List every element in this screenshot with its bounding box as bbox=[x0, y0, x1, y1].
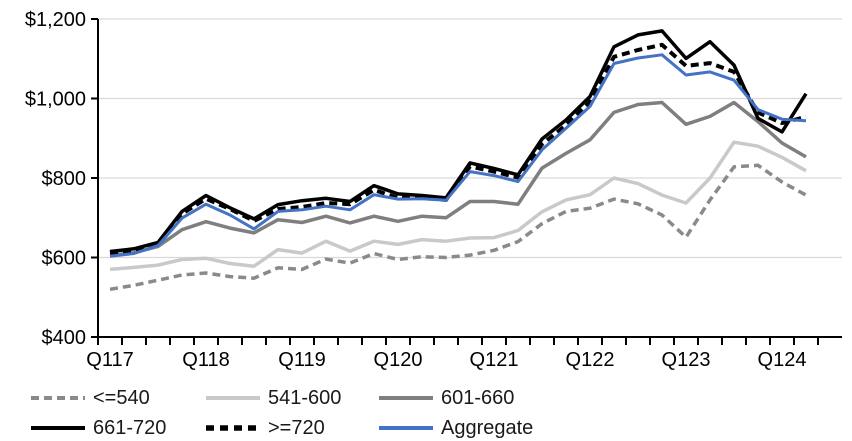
series-line--540 bbox=[109, 163, 807, 292]
y-axis-label: $400 bbox=[42, 327, 87, 349]
x-axis-label: Q119 bbox=[278, 349, 325, 371]
series-line--720 bbox=[109, 42, 807, 255]
series-line-aggregate bbox=[109, 53, 807, 258]
series-line-661-720 bbox=[109, 29, 808, 254]
y-axis-label: $1,000 bbox=[25, 89, 86, 111]
x-axis-label: Q118 bbox=[182, 349, 229, 371]
x-axis-label: Q121 bbox=[470, 349, 519, 371]
x-axis-label: Q123 bbox=[662, 349, 711, 371]
series-line-541-600 bbox=[109, 140, 807, 272]
y-axis-label: $600 bbox=[42, 248, 87, 270]
y-axis-label: $1,200 bbox=[25, 9, 86, 31]
x-axis-label: Q122 bbox=[566, 349, 615, 371]
x-axis-label: Q117 bbox=[86, 349, 133, 371]
y-axis-label: $800 bbox=[42, 168, 87, 190]
series-line-601-660 bbox=[109, 100, 807, 258]
x-axis-label: Q120 bbox=[374, 349, 423, 371]
x-axis-label: Q124 bbox=[758, 349, 807, 371]
